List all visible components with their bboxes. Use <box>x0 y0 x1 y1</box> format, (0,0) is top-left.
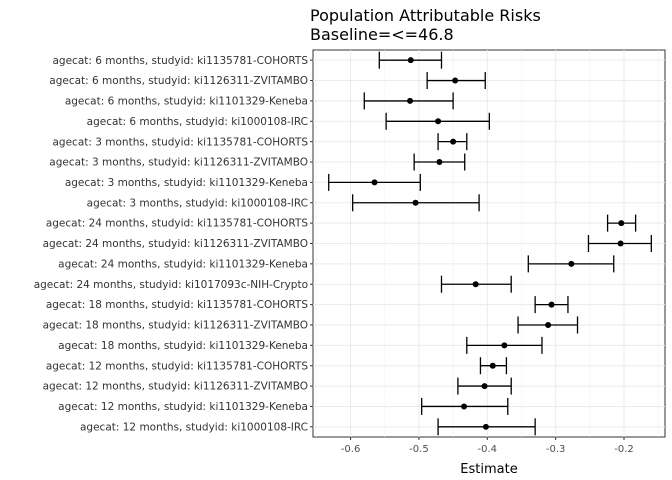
category-label: agecat: 24 months, studyid: ki1135781-CO… <box>46 218 309 230</box>
estimate-point <box>617 240 624 247</box>
estimate-point <box>472 281 479 288</box>
estimate-point <box>501 342 508 349</box>
chart-subtitle: Baseline=<=46.8 <box>310 25 454 44</box>
estimate-point <box>412 199 419 206</box>
estimate-point <box>435 118 442 125</box>
category-label: agecat: 12 months, studyid: ki1101329-Ke… <box>58 401 308 413</box>
category-label: agecat: 3 months, studyid: ki1135781-COH… <box>53 136 309 148</box>
category-label: agecat: 3 months, studyid: ki1000108-IRC <box>87 197 308 209</box>
estimate-point <box>489 362 496 369</box>
estimate-point <box>461 403 468 410</box>
category-label: agecat: 18 months, studyid: ki1135781-CO… <box>46 299 309 311</box>
estimate-point <box>568 260 575 267</box>
category-label: agecat: 6 months, studyid: ki1000108-IRC <box>87 116 308 128</box>
estimate-point <box>450 138 457 145</box>
category-label: agecat: 12 months, studyid: ki1000108-IR… <box>80 421 308 433</box>
category-labels: agecat: 6 months, studyid: ki1135781-COH… <box>34 55 313 433</box>
category-label: agecat: 3 months, studyid: ki1101329-Ken… <box>65 177 308 189</box>
category-label: agecat: 12 months, studyid: ki1135781-CO… <box>46 360 309 372</box>
category-label: agecat: 18 months, studyid: ki1101329-Ke… <box>58 340 308 352</box>
category-label: agecat: 6 months, studyid: ki1126311-ZVI… <box>49 75 308 87</box>
estimate-point <box>618 220 625 227</box>
estimate-point <box>452 77 459 84</box>
x-tick-label: -0.6 <box>341 444 361 455</box>
x-tick-label: -0.2 <box>614 444 634 455</box>
x-tick-label: -0.5 <box>409 444 429 455</box>
estimate-point <box>371 179 378 186</box>
estimate-point <box>481 383 488 390</box>
x-axis-title: Estimate <box>460 462 517 477</box>
x-tick-label: -0.3 <box>546 444 566 455</box>
category-label: agecat: 6 months, studyid: ki1135781-COH… <box>53 55 309 67</box>
category-label: agecat: 6 months, studyid: ki1101329-Ken… <box>65 96 308 108</box>
estimate-point <box>482 423 489 430</box>
x-axis: -0.6 -0.5 -0.4 -0.3 -0.2 <box>341 437 634 455</box>
category-label: agecat: 3 months, studyid: ki1126311-ZVI… <box>49 157 308 169</box>
estimate-point <box>436 159 443 166</box>
category-label: agecat: 24 months, studyid: ki1101329-Ke… <box>58 258 308 270</box>
chart-title: Population Attributable Risks <box>310 6 541 25</box>
estimate-point <box>545 321 552 328</box>
estimates-with-intervals <box>328 51 652 436</box>
category-label: agecat: 12 months, studyid: ki1126311-ZV… <box>43 381 308 393</box>
x-tick-label: -0.4 <box>478 444 498 455</box>
category-label: agecat: 24 months, studyid: ki1017093c-N… <box>34 279 308 291</box>
estimate-point <box>407 97 414 104</box>
estimate-point <box>548 301 555 308</box>
category-label: agecat: 18 months, studyid: ki1126311-ZV… <box>43 320 308 332</box>
category-label: agecat: 24 months, studyid: ki1126311-ZV… <box>43 238 308 250</box>
estimate-point <box>407 57 414 64</box>
